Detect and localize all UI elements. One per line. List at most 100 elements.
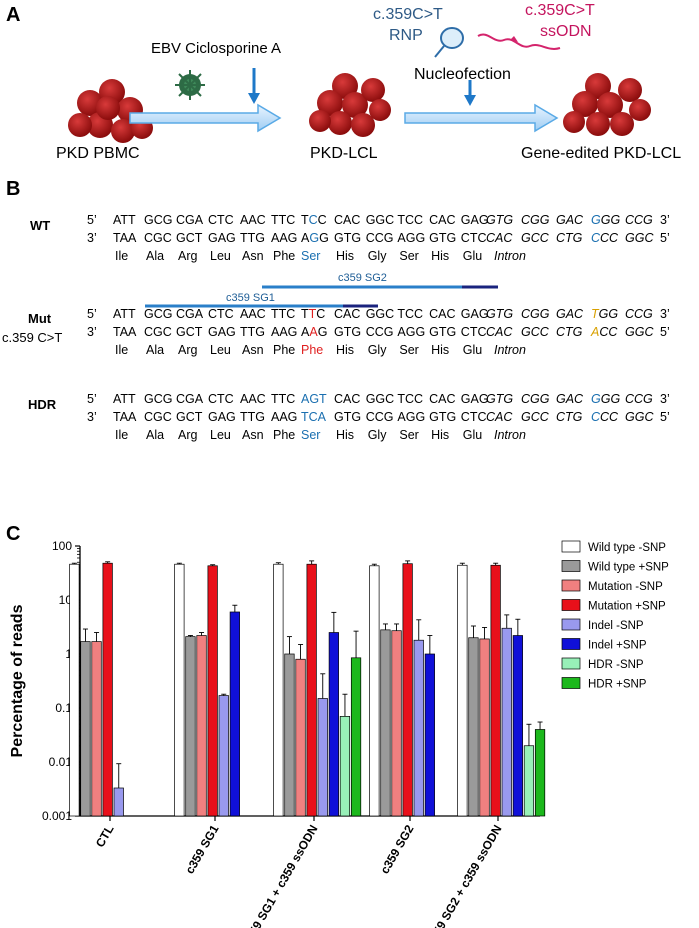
prime-3-top: 3’ — [660, 307, 670, 321]
rnp-label-2: RNP — [389, 27, 423, 44]
amino-acid: Ile — [115, 428, 129, 442]
codon-bottom: GAG — [208, 231, 236, 245]
codon-bottom: CGC — [144, 231, 172, 245]
intron-codon-top: GTG — [486, 307, 514, 321]
codon-top: AAC — [240, 213, 266, 227]
amino-acid: Phe — [273, 249, 296, 263]
legend-swatch — [561, 560, 581, 572]
amino-acid: Asn — [242, 249, 264, 263]
bar-5-2 — [328, 632, 339, 817]
codon-bottom: TAA — [113, 231, 137, 245]
arrow-1 — [129, 103, 282, 133]
intron-codon-top: GTG — [486, 213, 514, 227]
codon-bottom: AGG — [397, 231, 426, 245]
bar-1-4 — [468, 637, 479, 817]
x-tick-label: c359 SG2 + c359 ssODN — [424, 823, 505, 928]
sgrna-bars — [145, 285, 498, 308]
amino-acid: Arg — [178, 343, 198, 357]
panel-b-letter: B — [6, 178, 21, 200]
cell-cluster-edited — [563, 73, 651, 136]
legend-label: HDR -SNP — [588, 659, 644, 671]
prime-5-top: 5’ — [87, 213, 97, 227]
intron-codon-top: CGG — [521, 392, 550, 406]
intron-codon-top: CGG — [521, 307, 550, 321]
amino-acid: His — [431, 428, 450, 442]
legend-label: Wild type +SNP — [588, 562, 669, 574]
codon-bottom: GTG — [429, 410, 457, 424]
amino-acid: Phe — [273, 343, 296, 357]
hdr-label: HDR — [28, 397, 57, 412]
codon-bottom: TTG — [240, 410, 265, 424]
y-tick-label: 100 — [52, 539, 72, 553]
arrow-2 — [404, 103, 559, 133]
bar-4-2 — [317, 698, 328, 817]
intron-codon-top: GAC — [556, 307, 584, 321]
bar-7-4 — [534, 729, 546, 817]
y-tick-label: 10 — [59, 593, 73, 607]
amino-acid: Ile — [115, 249, 129, 263]
codon-bottom: GTG — [429, 231, 457, 245]
intron-codon-bottom: CTG — [556, 410, 583, 424]
prime-5-bot: 5’ — [660, 231, 670, 245]
intron-codon-bottom: GGC — [625, 231, 654, 245]
legend-swatch — [561, 657, 581, 670]
prime-3-bot: 3’ — [87, 410, 97, 424]
amino-acid: Ala — [146, 428, 165, 442]
y-tick-label: 0.001 — [42, 809, 72, 823]
codon-bottom: GTG — [334, 231, 362, 245]
intron-variant-bottom: CCC — [591, 410, 619, 424]
amino-acid: Asn — [242, 428, 264, 442]
intron-variant-top: TGG — [591, 307, 619, 321]
bar-6-4 — [523, 745, 535, 817]
codon-bottom: AAG — [271, 325, 298, 339]
codon-top: TTC — [271, 213, 296, 227]
prime-5-bot: 5’ — [660, 410, 670, 424]
cell2-label: PKD-LCL — [310, 145, 378, 162]
amino-acid: Ser — [399, 428, 419, 442]
legend-label: Mutation +SNP — [588, 601, 666, 613]
mut-label: Mut — [28, 311, 52, 326]
legend-swatch — [561, 579, 581, 592]
bar-1-2 — [284, 653, 295, 817]
target-codon-bottom: AAG — [301, 325, 328, 339]
codon-top: CTC — [208, 213, 234, 227]
intron-label: Intron — [494, 343, 526, 357]
bar-7-2 — [350, 657, 362, 817]
bar-4-4 — [501, 627, 512, 817]
codon-bottom: CCG — [365, 231, 394, 245]
codon-top: GCG — [144, 392, 173, 406]
intron-codon-bottom: GCC — [521, 231, 549, 245]
prime-3-bot: 3’ — [87, 325, 97, 339]
bar-0-1 — [174, 563, 185, 817]
codon-top: TTC — [271, 392, 296, 406]
bar-2-0 — [91, 641, 102, 817]
amino-acid: Ile — [115, 343, 129, 357]
bar-4-1 — [218, 695, 229, 817]
intron-codon-bottom: CTG — [556, 231, 583, 245]
bar-6-2 — [339, 716, 351, 817]
intron-codon-top: GAC — [556, 213, 584, 227]
intron-codon-bottom: CAC — [486, 410, 513, 424]
legend-swatch — [561, 638, 581, 650]
cell1-label: PKD PBMC — [56, 145, 140, 162]
codon-bottom: GCT — [176, 325, 203, 339]
amino-acid: Ser — [399, 249, 419, 263]
target-amino-acid: Phe — [301, 343, 324, 357]
ssodn-label-2: ssODN — [540, 23, 592, 40]
codon-top: GAG — [460, 392, 489, 406]
intron-variant-top: GGG — [591, 392, 621, 406]
intron-codon-top: CCG — [625, 213, 653, 227]
panel-c-letter: C — [6, 523, 21, 545]
codon-bottom: AAG — [271, 231, 298, 245]
amino-acid: His — [336, 249, 355, 263]
codon-top: GCG — [144, 307, 173, 321]
intron-label: Intron — [494, 249, 526, 263]
codon-bottom: GCT — [176, 410, 203, 424]
codon-top: CAC — [429, 392, 456, 406]
amino-acid: Gly — [367, 428, 387, 442]
virus-icon — [175, 70, 205, 100]
amino-acid: Arg — [178, 249, 198, 263]
amino-acid: Arg — [178, 428, 198, 442]
codon-bottom: TAA — [113, 325, 137, 339]
bar-2-3 — [391, 630, 402, 817]
